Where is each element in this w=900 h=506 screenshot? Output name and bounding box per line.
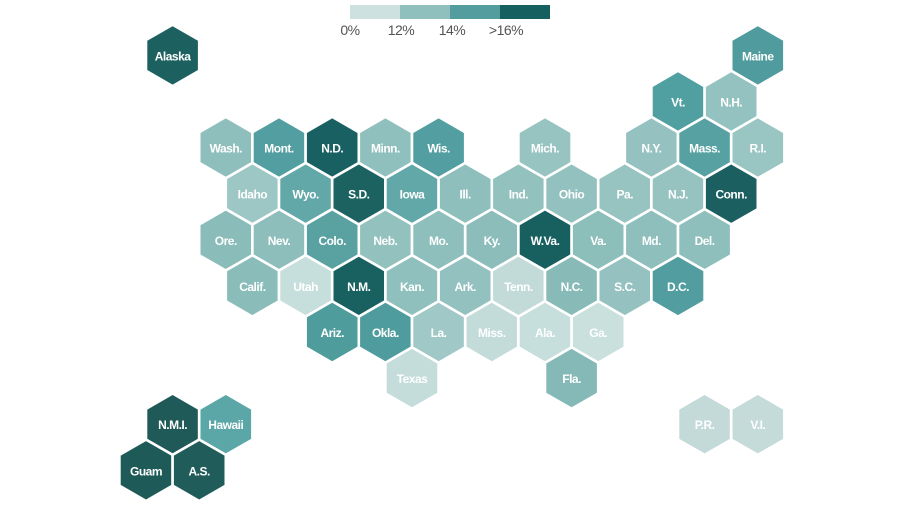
- svg-text:Md.: Md.: [642, 234, 661, 248]
- svg-text:Okla.: Okla.: [372, 326, 399, 340]
- svg-text:Ore.: Ore.: [215, 234, 237, 248]
- svg-text:Kan.: Kan.: [400, 280, 424, 294]
- svg-text:12%: 12%: [388, 22, 415, 38]
- svg-text:Utah: Utah: [293, 280, 318, 294]
- svg-text:Ky.: Ky.: [484, 234, 500, 248]
- svg-text:Wash.: Wash.: [210, 142, 243, 156]
- svg-text:N.D.: N.D.: [321, 142, 343, 156]
- svg-text:Ind.: Ind.: [509, 188, 528, 202]
- svg-text:Vt.: Vt.: [671, 96, 685, 110]
- svg-text:Fla.: Fla.: [562, 372, 581, 386]
- svg-text:N.M.: N.M.: [347, 280, 370, 294]
- svg-text:Idaho: Idaho: [238, 188, 268, 202]
- svg-text:Ala.: Ala.: [535, 326, 555, 340]
- svg-text:V.I.: V.I.: [750, 418, 765, 432]
- svg-text:A.S.: A.S.: [189, 464, 211, 478]
- svg-text:N.J.: N.J.: [668, 188, 688, 202]
- svg-text:N.C.: N.C.: [561, 280, 583, 294]
- svg-text:Ga.: Ga.: [589, 326, 607, 340]
- svg-text:P.R.: P.R.: [695, 418, 715, 432]
- svg-text:Mont.: Mont.: [264, 142, 294, 156]
- svg-text:Nev.: Nev.: [268, 234, 291, 248]
- svg-text:W.Va.: W.Va.: [531, 234, 560, 248]
- svg-text:Hawaii: Hawaii: [208, 418, 243, 432]
- svg-text:S.C.: S.C.: [614, 280, 636, 294]
- svg-text:0%: 0%: [340, 22, 359, 38]
- svg-text:Miss.: Miss.: [478, 326, 506, 340]
- svg-text:N.H.: N.H.: [720, 96, 742, 110]
- svg-text:Colo.: Colo.: [318, 234, 346, 248]
- svg-text:Wyo.: Wyo.: [292, 188, 319, 202]
- svg-text:Conn.: Conn.: [715, 188, 747, 202]
- svg-text:Calif.: Calif.: [239, 280, 266, 294]
- svg-text:Maine: Maine: [742, 49, 774, 63]
- svg-text:Mich.: Mich.: [531, 142, 559, 156]
- svg-text:Mass.: Mass.: [689, 142, 720, 156]
- svg-text:Guam: Guam: [130, 464, 162, 478]
- svg-text:N.M.I.: N.M.I.: [158, 418, 187, 432]
- svg-text:Pa.: Pa.: [617, 188, 634, 202]
- svg-text:Neb.: Neb.: [373, 234, 397, 248]
- svg-text:Iowa: Iowa: [400, 188, 425, 202]
- svg-text:D.C.: D.C.: [667, 280, 689, 294]
- svg-text:Ark.: Ark.: [455, 280, 477, 294]
- svg-text:Ill.: Ill.: [460, 188, 472, 202]
- svg-text:14%: 14%: [439, 22, 466, 38]
- svg-text:Del.: Del.: [695, 234, 715, 248]
- svg-text:La.: La.: [431, 326, 447, 340]
- svg-text:Minn.: Minn.: [371, 142, 400, 156]
- svg-text:S.D.: S.D.: [348, 188, 370, 202]
- svg-text:Texas: Texas: [397, 372, 428, 386]
- svg-text:Mo.: Mo.: [429, 234, 448, 248]
- svg-text:Va.: Va.: [590, 234, 606, 248]
- svg-text:Ohio: Ohio: [559, 188, 584, 202]
- svg-text:N.Y.: N.Y.: [641, 142, 661, 156]
- svg-text:R.I.: R.I.: [749, 142, 766, 156]
- svg-text:>16%: >16%: [489, 22, 523, 38]
- svg-text:Wis.: Wis.: [427, 142, 450, 156]
- svg-text:Alaska: Alaska: [155, 49, 192, 63]
- svg-text:Ariz.: Ariz.: [320, 326, 344, 340]
- svg-text:Tenn.: Tenn.: [504, 280, 533, 294]
